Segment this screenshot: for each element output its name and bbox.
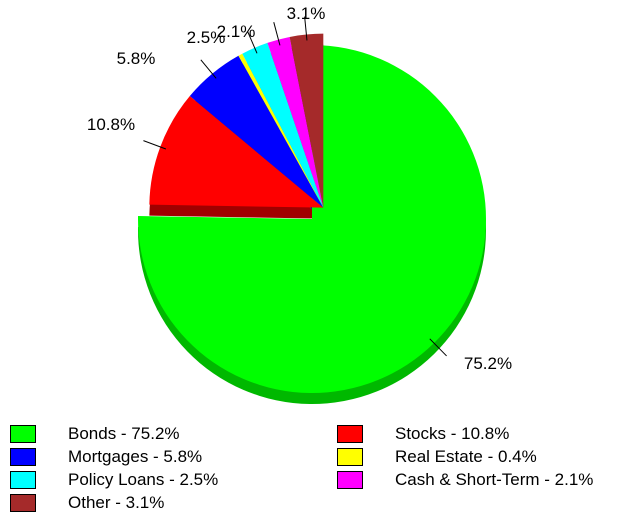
pie-slice-bonds <box>138 45 487 393</box>
pie-slice-mortgages <box>189 55 324 208</box>
pie-slice-stocks <box>149 96 324 208</box>
leader-line-bonds <box>429 338 447 357</box>
slice-label-stocks: 10.8% <box>87 115 135 134</box>
slice-labels: 75.2% 10.8% 5.8% 2.5%2.1% 3.1% <box>87 4 512 373</box>
leader-line-cash-short-term <box>273 22 281 46</box>
pie-slice-other <box>289 33 324 208</box>
slice-label-cash-short-term: 2.1% <box>217 22 256 41</box>
pie-slice-cash-short-term <box>267 36 324 208</box>
pie-slice-policy-loans <box>242 42 324 208</box>
slice-label-other: 3.1% <box>287 4 326 23</box>
pie-slice-real-estate <box>238 53 324 208</box>
slice-label-policy-loans: 2.5% <box>187 28 226 47</box>
leader-line-mortgages <box>200 59 217 79</box>
pie-slices <box>138 33 487 393</box>
leader-line-policy-loans <box>247 31 258 54</box>
slice-label-mortgages: 5.8% <box>117 49 156 68</box>
leader-line-stocks <box>143 140 167 150</box>
slice-label-bonds: 75.2% <box>464 354 512 373</box>
label-leaders <box>143 16 447 357</box>
leader-line-other <box>304 16 308 41</box>
